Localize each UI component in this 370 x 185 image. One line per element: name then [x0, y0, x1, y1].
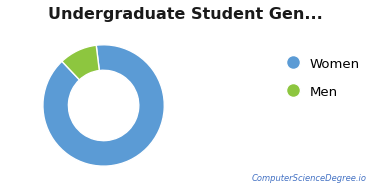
Text: 89.9%: 89.9%	[90, 122, 127, 132]
Wedge shape	[62, 45, 99, 80]
Wedge shape	[43, 45, 164, 166]
Text: Undergraduate Student Gen...: Undergraduate Student Gen...	[48, 7, 322, 22]
Legend: Women, Men: Women, Men	[284, 52, 363, 104]
Text: ComputerScienceDegree.io: ComputerScienceDegree.io	[251, 174, 366, 183]
